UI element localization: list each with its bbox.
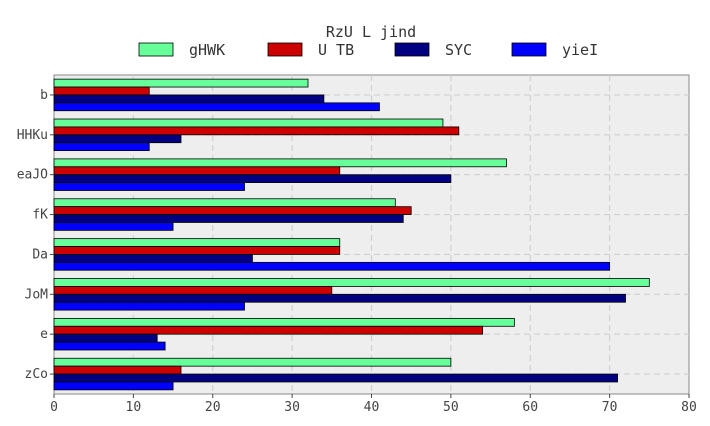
legend: gHWK U TB SYC yieI: [138, 41, 598, 59]
x-tick-label: 10: [126, 400, 142, 415]
bar-ghwk-eajo: [53, 158, 507, 168]
bar-syc-hhku: [53, 134, 182, 144]
bar-yiei-b: [53, 102, 380, 112]
y-tick-label: b: [40, 88, 48, 103]
bar-ghwk-zco: [53, 357, 452, 367]
bar-syc-zco: [53, 373, 618, 383]
x-tick-label: 40: [364, 400, 380, 415]
legend-swatch-ghwk: [138, 42, 174, 57]
bar-yiei-eajo: [53, 182, 245, 191]
y-tick-label: e: [40, 327, 48, 342]
y-axis: b HHKu eaJO fK Da JoM e zCo: [17, 88, 54, 382]
bar-syc-jom: [53, 293, 626, 303]
x-axis: 0 10 20 30 40 50 60 70 80: [50, 394, 697, 415]
bar-u-tb-hhku: [53, 126, 460, 136]
legend-swatch-u-tb: [267, 42, 303, 57]
bar-yiei-fk: [53, 222, 174, 231]
bar-syc-da: [53, 254, 253, 263]
y-tick-label: zCo: [25, 367, 48, 382]
bar-yiei-e: [53, 341, 166, 351]
bar-syc-eajo: [53, 174, 452, 183]
bar-yiei-jom: [53, 301, 245, 311]
bars: [53, 78, 650, 391]
bar-ghwk-da: [53, 238, 341, 247]
bar-u-tb-eajo: [53, 166, 341, 176]
bar-yiei-zco: [53, 381, 174, 391]
x-tick-label: 70: [602, 400, 618, 415]
bar-ghwk-jom: [53, 278, 650, 287]
bar-ghwk-e: [53, 317, 515, 327]
bar-ghwk-b: [53, 78, 309, 88]
bar-u-tb-b: [53, 86, 150, 96]
bar-u-tb-da: [53, 246, 341, 255]
bar-u-tb-fk: [53, 206, 412, 215]
bar-ghwk-hhku: [53, 118, 444, 128]
bar-u-tb-jom: [53, 286, 333, 295]
x-tick-label: 0: [50, 400, 58, 415]
bar-u-tb-zco: [53, 365, 182, 375]
x-tick-label: 20: [205, 400, 221, 415]
y-tick-label: fK: [32, 208, 48, 223]
y-tick-label: Da: [32, 247, 48, 262]
legend-label-ghwk: gHWK: [189, 41, 225, 59]
legend-label-yiei: yieI: [562, 41, 598, 59]
chart-title: RzU L jind: [326, 23, 416, 41]
bar-syc-e: [53, 333, 158, 343]
legend-label-u-tb: U TB: [318, 41, 354, 59]
bar-ghwk-fk: [53, 198, 396, 208]
y-tick-label: JoM: [25, 287, 49, 302]
bar-syc-b: [53, 94, 325, 104]
legend-swatch-yiei: [511, 42, 547, 57]
x-tick-label: 50: [443, 400, 459, 415]
legend-label-syc: SYC: [445, 41, 472, 59]
bar-yiei-hhku: [53, 142, 150, 152]
bar-syc-fk: [53, 214, 404, 223]
x-tick-label: 30: [284, 400, 300, 415]
legend-swatch-syc: [394, 42, 430, 57]
y-tick-label: HHKu: [17, 128, 48, 143]
x-tick-label: 60: [522, 400, 538, 415]
x-tick-label: 80: [681, 400, 697, 415]
bar-u-tb-e: [53, 325, 484, 335]
y-tick-label: eaJO: [17, 168, 48, 183]
bar-yiei-da: [53, 261, 611, 271]
